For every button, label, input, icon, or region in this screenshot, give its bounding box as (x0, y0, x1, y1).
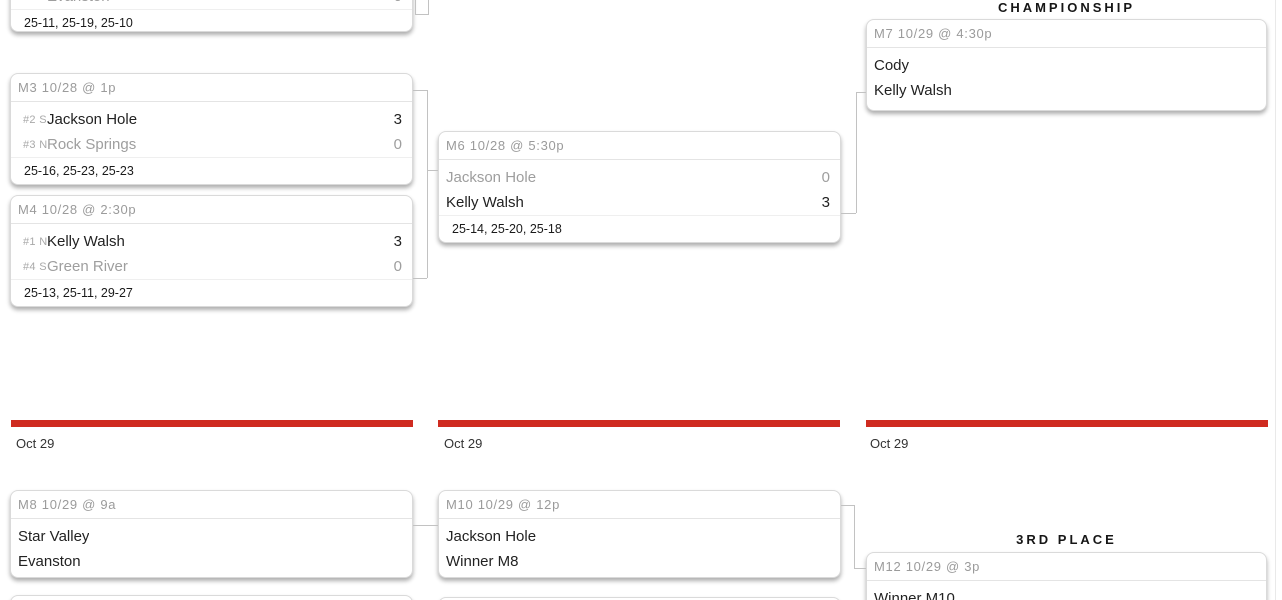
team-row: Evanston (11, 549, 412, 574)
match-card-m7[interactable]: M7 10/29 @ 4:30p Cody Kelly Walsh (866, 19, 1267, 111)
match-header: M10 10/29 @ 12p (439, 491, 840, 519)
team-name: Jackson Hole (446, 528, 537, 545)
match-card-m4[interactable]: M4 10/28 @ 2:30p #1 N Kelly Walsh 3 #4 S… (10, 195, 413, 307)
bracket-connector (856, 92, 857, 213)
match-card-m3[interactable]: M3 10/28 @ 1p #2 S Jackson Hole 3 #3 N R… (10, 73, 413, 185)
team-name: Green River (47, 258, 128, 275)
match-card-m8[interactable]: M8 10/29 @ 9a Star Valley Evanston (10, 490, 413, 578)
team-seed: #2 S (23, 113, 47, 126)
match-card-m6[interactable]: M6 10/28 @ 5:30p Jackson Hole 0 Kelly Wa… (438, 131, 841, 243)
team-name: Jackson Hole (47, 111, 138, 128)
bracket-connector (427, 170, 438, 171)
team-seed: #1 N (23, 235, 48, 248)
team-name: Kelly Walsh (446, 194, 524, 211)
team-seed: #3 N (23, 138, 48, 151)
team-seed: #4 S (23, 260, 47, 273)
set-scores: 25-16, 25-23, 25-23 (11, 157, 412, 183)
team-name: Winner M10 (874, 590, 955, 600)
match-card-m1-partial[interactable]: #5 S Evanston 0 25-11, 25-19, 25-10 (10, 0, 413, 32)
bracket-connector (854, 568, 866, 569)
team-name: Evanston (18, 553, 81, 570)
match-header: M12 10/29 @ 3p (867, 553, 1266, 581)
team-row: #1 N Kelly Walsh 3 (11, 229, 412, 254)
team-row: #4 S Green River 0 (11, 254, 412, 279)
match-card-m12[interactable]: M12 10/29 @ 3p Winner M10 (866, 552, 1267, 600)
team-score: 3 (821, 194, 830, 211)
bracket-connector (415, 14, 429, 15)
bracket-connector (415, 0, 416, 14)
team-score: 0 (394, 0, 402, 5)
team-row: Winner M8 (439, 549, 840, 574)
team-name: Kelly Walsh (47, 233, 125, 250)
bracket-connector (841, 505, 854, 506)
team-score: 0 (821, 169, 830, 186)
page-edge-divider (1275, 0, 1276, 600)
team-row: Cody (867, 53, 1266, 78)
team-score: 3 (393, 111, 402, 128)
team-row: Winner M10 (867, 586, 1266, 600)
column-title-championship: CHAMPIONSHIP (997, 0, 1136, 15)
match-header: M6 10/28 @ 5:30p (439, 132, 840, 160)
team-seed: #5 S (23, 0, 47, 3)
team-row: Kelly Walsh 3 (439, 190, 840, 215)
team-row: Jackson Hole 0 (439, 165, 840, 190)
match-header: M8 10/29 @ 9a (11, 491, 412, 519)
date-label: Oct 29 (444, 436, 483, 451)
team-name: Winner M8 (446, 553, 519, 570)
team-name: Jackson Hole (446, 169, 537, 186)
team-score: 0 (393, 136, 402, 153)
date-label: Oct 29 (870, 436, 909, 451)
team-score: 0 (393, 258, 402, 275)
team-name: Star Valley (18, 528, 90, 545)
bracket-connector (854, 505, 855, 568)
bracket-connector (413, 525, 438, 526)
match-card-partial-bottom-left[interactable] (10, 595, 413, 600)
set-scores: 25-11, 25-19, 25-10 (11, 9, 412, 35)
bracket-connector (428, 0, 429, 14)
team-row: Star Valley (11, 524, 412, 549)
bracket-connector (856, 92, 866, 93)
team-score: 3 (393, 233, 402, 250)
bracket-connector (427, 90, 428, 278)
date-label: Oct 29 (16, 436, 55, 451)
date-separator-bar (866, 420, 1268, 427)
column-title-3rd-place: 3RD PLACE (1016, 532, 1117, 547)
date-separator-bar (11, 420, 413, 427)
match-header: M3 10/28 @ 1p (11, 74, 412, 102)
date-separator-bar (438, 420, 840, 427)
team-name: Cody (874, 57, 910, 74)
match-header: M7 10/29 @ 4:30p (867, 20, 1266, 48)
team-row: #2 S Jackson Hole 3 (11, 107, 412, 132)
team-name: Rock Springs (47, 136, 137, 153)
team-row: #3 N Rock Springs 0 (11, 132, 412, 157)
team-row: Kelly Walsh (867, 78, 1266, 103)
team-name: Evanston (47, 0, 110, 5)
bracket-connector (841, 213, 856, 214)
bracket-connector (413, 278, 427, 279)
team-name: Kelly Walsh (874, 82, 952, 99)
bracket-connector (413, 90, 427, 91)
set-scores: 25-14, 25-20, 25-18 (439, 215, 840, 241)
team-row: Jackson Hole (439, 524, 840, 549)
match-card-m10[interactable]: M10 10/29 @ 12p Jackson Hole Winner M8 (438, 490, 841, 578)
match-header: M4 10/28 @ 2:30p (11, 196, 412, 224)
set-scores: 25-13, 25-11, 29-27 (11, 279, 412, 305)
team-row: #5 S Evanston 0 (11, 0, 412, 9)
